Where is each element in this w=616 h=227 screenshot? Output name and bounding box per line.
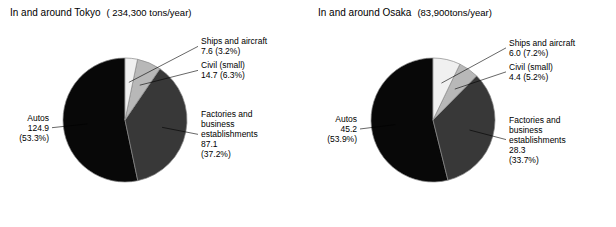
slice-label-line: Ships and aircraft (509, 38, 576, 48)
slice-label-line: establishments (201, 129, 258, 139)
slice-label-line: 45.2 (340, 124, 357, 134)
slice-label-line: (33.7%) (509, 155, 539, 165)
slice-label-line: Civil (small) (201, 60, 245, 70)
leader-line (360, 125, 395, 129)
chart-title: In and around Osaka (318, 7, 412, 18)
slice-label: Ships and aircraft6.0 (7.2%) (509, 38, 576, 58)
leader-line (52, 124, 87, 128)
pie-labels: Autos124.9(53.3%) Factories andbusinesses… (19, 36, 268, 159)
chart-subtitle: (83,900tons/year) (417, 7, 491, 18)
leader-line (441, 48, 506, 83)
slice-label-line: (53.9%) (327, 134, 357, 144)
pie-wedge (125, 58, 138, 120)
slice-label: Autos45.2(53.9%) (327, 114, 357, 144)
pie-panel: In and around Osaka (83,900tons/year) Auto… (318, 7, 576, 182)
pie-panel: In and around Tokyo ( 234,300 tons/year) A… (10, 7, 268, 182)
slice-label-line: 6.0 (7.2%) (509, 48, 548, 58)
slice-label-line: 14.7 (6.3%) (201, 70, 245, 80)
slice-label-line: Civil (small) (509, 62, 553, 72)
leader-line (469, 130, 506, 140)
chart-subtitle: ( 234,300 tons/year) (106, 7, 191, 18)
chart-title: In and around Tokyo (10, 7, 101, 18)
slice-label-line: (53.3%) (19, 133, 49, 143)
leader-line (455, 72, 506, 89)
slice-label: Factories andbusinessestablishments28.3(… (509, 115, 566, 165)
slice-label-line: business (509, 125, 543, 135)
slice-label-line: Autos (335, 114, 357, 124)
slice-label: Ships and aircraft7.6 (3.2%) (201, 36, 268, 56)
chart-canvas: In and around Tokyo ( 234,300 tons/year) A… (0, 0, 616, 227)
slice-label: Factories andbusinessestablishments87.1(… (201, 109, 258, 159)
leader-line (129, 46, 198, 82)
slice-label-line: Ships and aircraft (201, 36, 268, 46)
slice-label-line: 28.3 (509, 145, 526, 155)
slice-label: Civil (small)14.7 (6.3%) (201, 60, 245, 80)
leader-line (140, 70, 198, 85)
slice-label: Civil (small)4.4 (5.2%) (509, 62, 553, 82)
slice-label-line: Autos (27, 113, 49, 123)
slice-label-line: 87.1 (201, 139, 218, 149)
pie (63, 58, 187, 182)
pie-labels: Autos45.2(53.9%) Factories andbusinessest… (327, 38, 576, 165)
leader-line (162, 127, 198, 134)
slice-label-line: establishments (509, 135, 566, 145)
slice-label-line: 7.6 (3.2%) (201, 46, 240, 56)
slice-label-line: (37.2%) (201, 149, 231, 159)
slice-label-line: Factories and (201, 109, 253, 119)
pie (371, 58, 495, 182)
slice-label: Autos124.9(53.3%) (19, 113, 49, 143)
slice-label-line: business (201, 119, 235, 129)
slice-label-line: 124.9 (28, 123, 50, 133)
slice-label-line: Factories and (509, 115, 561, 125)
slice-label-line: 4.4 (5.2%) (509, 72, 548, 82)
